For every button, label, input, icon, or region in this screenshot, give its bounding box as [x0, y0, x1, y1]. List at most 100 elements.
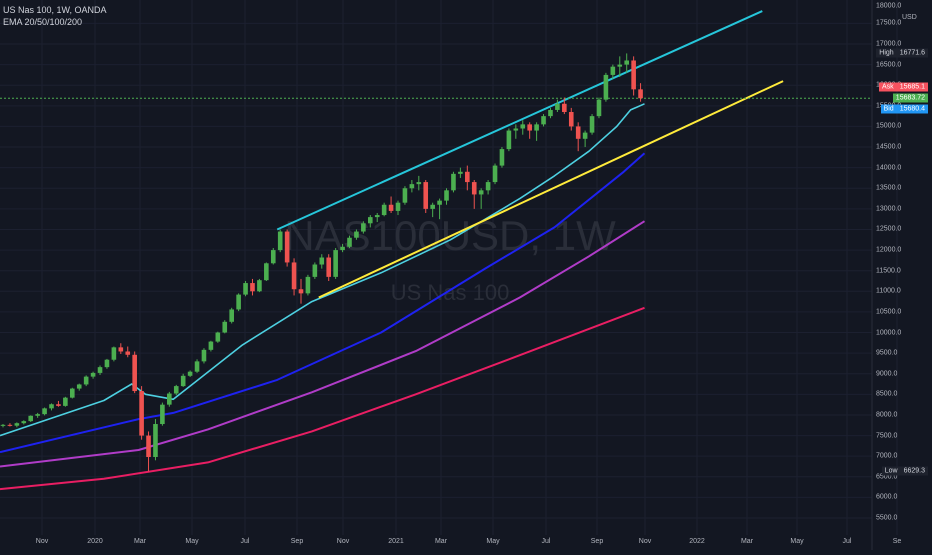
low-tag-value: 6629.3 [900, 466, 928, 476]
time-tick-label: Nov [638, 538, 652, 545]
candle-body [388, 204, 394, 211]
time-tick-label: Se [892, 538, 902, 545]
candle-body [333, 250, 338, 277]
bid-tag-value: 15680.4 [896, 104, 928, 114]
low-tag-label: Low [881, 466, 901, 476]
candle-body [83, 376, 89, 385]
last-price-tag: 15683.72 [892, 93, 928, 103]
candle-body [284, 231, 290, 263]
candle-body [97, 367, 103, 373]
candle-body [132, 354, 137, 392]
candle-body [361, 223, 366, 232]
candle-body [173, 386, 179, 394]
candle-body [7, 424, 13, 426]
symbol-line[interactable]: US Nas 100, 1W, OANDA [3, 5, 107, 15]
candle-body [555, 103, 560, 110]
price-tick-label: 17500.0 [876, 19, 902, 27]
candle-body [111, 347, 117, 360]
price-axis-top-label: 18000.0 [876, 2, 902, 10]
price-tick-label: 14500.0 [876, 143, 902, 151]
candle-body [90, 372, 96, 377]
candle-body [28, 415, 34, 422]
drawing-layer [0, 10, 872, 299]
ask-price-tag: Ask 15685.1 [879, 82, 928, 92]
price-tick-label: 13000.0 [876, 205, 902, 213]
price-tick-label: 13500.0 [876, 184, 902, 192]
candle-body [631, 60, 636, 90]
candle-body [395, 202, 401, 211]
ema200-line [0, 306, 645, 491]
candle-body [56, 404, 61, 406]
price-tick-label: 7000.0 [876, 452, 898, 460]
candle-body [527, 124, 532, 131]
grid-layer [0, 0, 898, 535]
price-tick-label: 9000.0 [876, 370, 898, 378]
candle-body [305, 276, 311, 294]
candle-body [14, 423, 20, 426]
ema20-line [0, 103, 645, 437]
ema50-line [0, 152, 646, 454]
candle-body [402, 188, 408, 203]
price-tick-label: 6500.0 [876, 473, 898, 481]
candle-body [603, 74, 609, 100]
time-tick-label: Nov [35, 538, 49, 545]
price-tick-label: 17000.0 [876, 40, 902, 48]
candle-body [160, 404, 165, 425]
candle-body [35, 414, 40, 416]
candle-body [520, 124, 526, 129]
last-tag-value: 15683.72 [892, 93, 928, 103]
candle-body [548, 109, 553, 117]
time-tick-label: Jul [240, 538, 250, 545]
candle-body [298, 289, 304, 294]
price-tick-label: 16500.0 [876, 61, 902, 69]
candle-body [409, 184, 415, 189]
candle-body [291, 262, 297, 290]
indicator-line[interactable]: EMA 20/50/100/200 [3, 17, 83, 27]
high-tag-label: High [876, 48, 897, 58]
candle-body [340, 246, 345, 251]
candle-body [194, 361, 200, 372]
candle-body [63, 397, 68, 406]
candle-body [416, 182, 422, 185]
bid-tag-label: Bid [880, 104, 897, 114]
candle-body [0, 424, 6, 426]
candle-body [139, 391, 144, 436]
time-tick-label: 2020 [87, 538, 103, 545]
candle-body [367, 217, 373, 224]
time-tick-label: Mar [740, 538, 754, 545]
candle-body [222, 321, 228, 333]
price-axis-unit: USD [902, 14, 917, 21]
candle-body [187, 371, 193, 376]
candle-body [381, 204, 387, 216]
candle-body [638, 89, 643, 99]
candle-body [444, 190, 449, 201]
price-tick-label: 12000.0 [876, 246, 902, 254]
time-tick-label: Sep [290, 538, 304, 545]
time-tick-label: Mar [133, 538, 147, 545]
candle-body [582, 132, 588, 139]
candle-body [201, 349, 207, 362]
candle-body [430, 204, 435, 209]
channel-upper-line [276, 10, 763, 231]
high-tag-value: 16771.6 [896, 48, 928, 58]
candle-body [534, 124, 539, 131]
time-tick-label: Jul [842, 538, 852, 545]
candle-body [541, 116, 546, 125]
candle-body [180, 375, 186, 387]
price-tick-label: 9500.0 [876, 349, 898, 357]
candle-body [236, 294, 241, 310]
candle-body [70, 388, 75, 398]
chart-legend[interactable]: US Nas 100, 1W, OANDA EMA 20/50/100/200 [3, 4, 107, 28]
time-tick-label: 2021 [388, 538, 404, 545]
time-tick-label: Mar [434, 538, 448, 545]
candle-body [277, 231, 283, 251]
candle-body [104, 359, 110, 368]
price-tick-label: 10000.0 [876, 329, 902, 337]
price-tick-label: 5500.0 [876, 514, 898, 522]
price-tick-label: 14000.0 [876, 164, 902, 172]
candle-body [250, 283, 255, 292]
candle-body [229, 309, 234, 322]
candle-body [575, 126, 581, 139]
